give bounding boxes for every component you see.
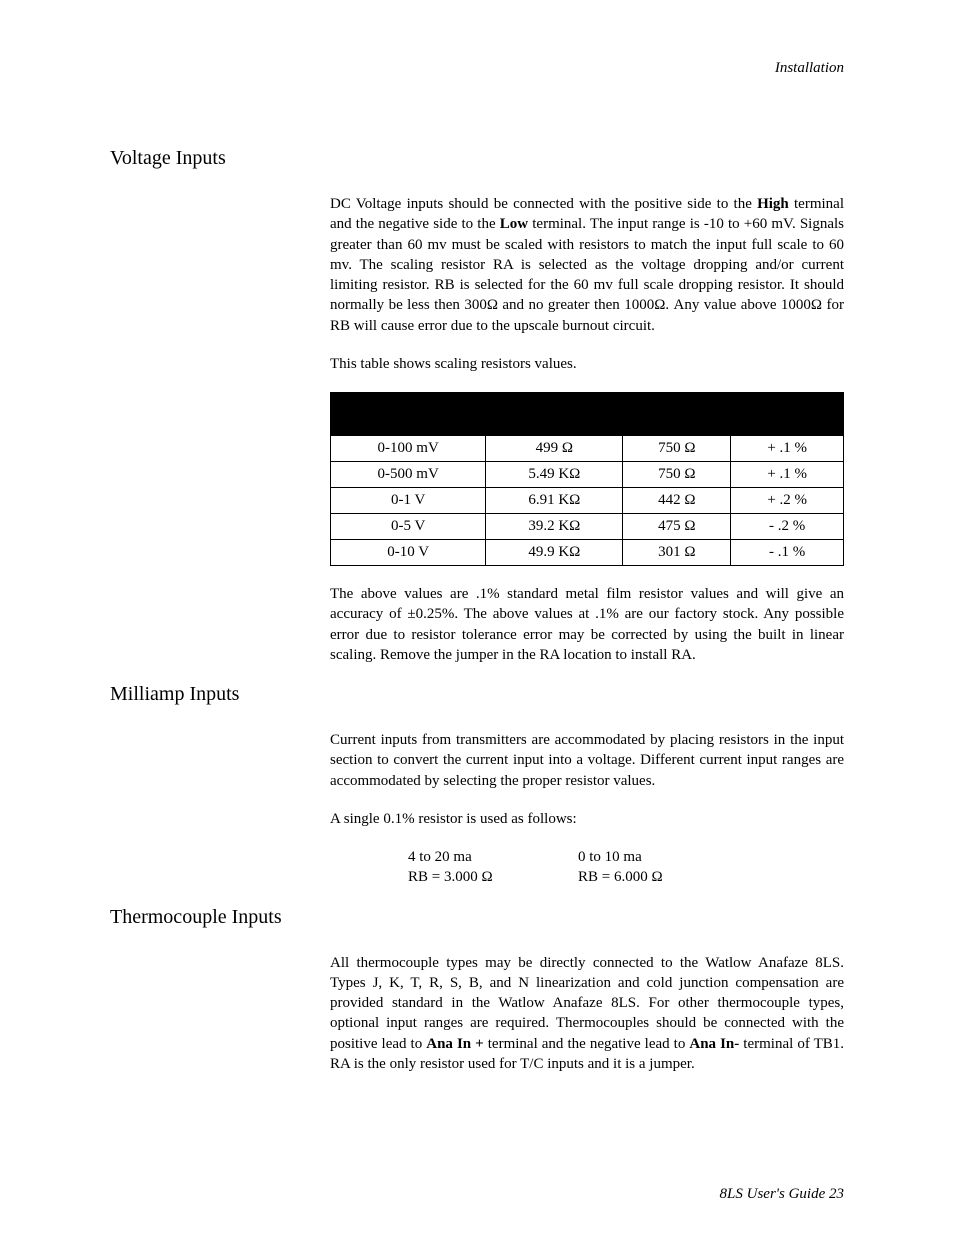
thermo-body: All thermocouple types may be directly c…: [330, 953, 844, 1075]
table-cell: + .1 %: [731, 462, 844, 488]
page: Installation Voltage Inputs DC Voltage i…: [0, 0, 954, 1235]
table-header-cell: [731, 393, 844, 436]
voltage-para3-pm: ±0.25%: [407, 606, 454, 622]
table-cell: 39.2 KΩ: [486, 514, 623, 540]
table-cell: + .1 %: [731, 436, 844, 462]
milliamp-right-line2: RB = 6.000 Ω: [578, 867, 748, 887]
table-cell: 0-10 V: [331, 540, 486, 566]
high-terminal-label: High: [757, 196, 789, 212]
table-cell: + .2 %: [731, 488, 844, 514]
milliamp-para2: A single 0.1% resistor is used as follow…: [330, 809, 844, 829]
milliamp-body: Current inputs from transmitters are acc…: [330, 730, 844, 888]
milliamp-inputs-heading: Milliamp Inputs: [110, 683, 844, 706]
ana-in-minus-label: Ana In-: [689, 1036, 739, 1052]
table-cell: 0-1 V: [331, 488, 486, 514]
voltage-para1: DC Voltage inputs should be connected wi…: [330, 194, 844, 336]
milliamp-left-line1: 4 to 20 ma: [408, 847, 578, 867]
table-cell: 0-5 V: [331, 514, 486, 540]
scaling-resistor-table: 0-100 mV 499 Ω 750 Ω + .1 % 0-500 mV 5.4…: [330, 392, 844, 566]
table-row: 0-10 V 49.9 KΩ 301 Ω - .1 %: [331, 540, 844, 566]
voltage-inputs-heading: Voltage Inputs: [110, 147, 844, 170]
table-cell: 301 Ω: [623, 540, 731, 566]
voltage-para1-pre: DC Voltage inputs should be connected wi…: [330, 196, 757, 212]
table-header-cell: [331, 393, 486, 436]
milliamp-para1: Current inputs from transmitters are acc…: [330, 730, 844, 791]
voltage-body: DC Voltage inputs should be connected wi…: [330, 194, 844, 665]
milliamp-left-line2: RB = 3.000 Ω: [408, 867, 578, 887]
table-cell: 475 Ω: [623, 514, 731, 540]
table-header-cell: [486, 393, 623, 436]
page-footer: 8LS User's Guide 23: [720, 1186, 844, 1203]
table-row: 0-5 V 39.2 KΩ 475 Ω - .2 %: [331, 514, 844, 540]
table-cell: 5.49 KΩ: [486, 462, 623, 488]
table-cell: 6.91 KΩ: [486, 488, 623, 514]
table-cell: 0-100 mV: [331, 436, 486, 462]
table-cell: - .2 %: [731, 514, 844, 540]
milliamp-resistor-columns: 4 to 20 ma RB = 3.000 Ω 0 to 10 ma RB = …: [408, 847, 844, 888]
table-row: 0-500 mV 5.49 KΩ 750 Ω + .1 %: [331, 462, 844, 488]
table-row: 0-1 V 6.91 KΩ 442 Ω + .2 %: [331, 488, 844, 514]
milliamp-right-line1: 0 to 10 ma: [578, 847, 748, 867]
header-section-label: Installation: [110, 60, 844, 77]
table-cell: 0-500 mV: [331, 462, 486, 488]
ana-in-plus-label: Ana In +: [426, 1036, 483, 1052]
table-cell: 750 Ω: [623, 462, 731, 488]
voltage-para1-post: terminal. The input range is -10 to +60 …: [330, 216, 844, 333]
table-cell: 750 Ω: [623, 436, 731, 462]
table-row: 0-100 mV 499 Ω 750 Ω + .1 %: [331, 436, 844, 462]
thermo-para1: All thermocouple types may be directly c…: [330, 953, 844, 1075]
low-terminal-label: Low: [500, 216, 528, 232]
thermocouple-inputs-heading: Thermocouple Inputs: [110, 906, 844, 929]
table-header-cell: [623, 393, 731, 436]
table-cell: 442 Ω: [623, 488, 731, 514]
table-header-row: [331, 393, 844, 436]
table-cell: 49.9 KΩ: [486, 540, 623, 566]
milliamp-col-right: 0 to 10 ma RB = 6.000 Ω: [578, 847, 748, 888]
table-cell: - .1 %: [731, 540, 844, 566]
voltage-para3: The above values are .1% standard metal …: [330, 584, 844, 665]
table-cell: 499 Ω: [486, 436, 623, 462]
thermo-para1-mid: terminal and the negative lead to: [484, 1036, 690, 1052]
milliamp-col-left: 4 to 20 ma RB = 3.000 Ω: [408, 847, 578, 888]
voltage-para2: This table shows scaling resistors value…: [330, 354, 844, 374]
